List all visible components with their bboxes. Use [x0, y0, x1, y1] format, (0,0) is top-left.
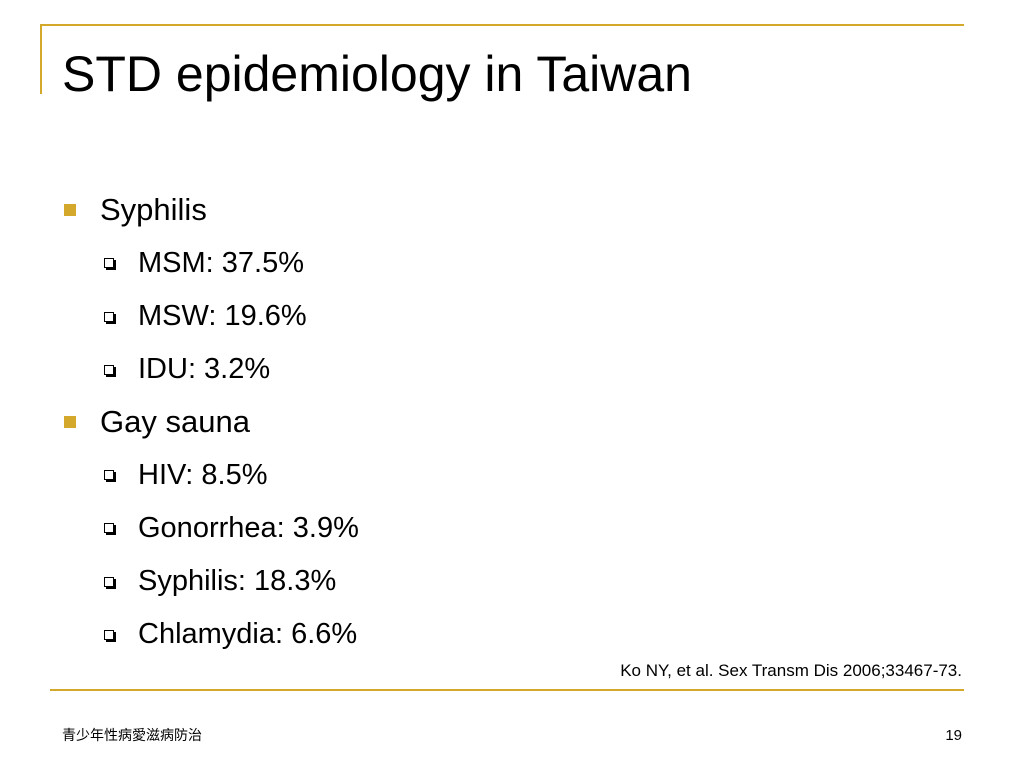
bullet-checkbox-icon [104, 577, 114, 587]
bullet-checkbox-icon [104, 630, 114, 640]
slide-title: STD epidemiology in Taiwan [62, 46, 692, 102]
list-item: IDU: 3.2% [138, 353, 271, 385]
section-heading-gay-sauna: Gay sauna [100, 404, 250, 439]
list-item: MSM: 37.5% [138, 247, 304, 279]
bullet-square-icon [64, 204, 76, 216]
section-heading-syphilis: Syphilis [100, 192, 207, 227]
title-frame-top-rule [40, 24, 964, 26]
bullet-checkbox-icon [104, 470, 114, 480]
footer-rule [50, 689, 964, 691]
list-item: MSW: 19.6% [138, 300, 307, 332]
bullet-checkbox-icon [104, 365, 114, 375]
page-number: 19 [945, 727, 962, 744]
list-item: HIV: 8.5% [138, 459, 268, 491]
bullet-square-icon [64, 416, 76, 428]
title-frame-left-rule [40, 24, 42, 94]
footer-title: 青少年性病愛滋病防治 [62, 728, 202, 744]
list-item: Syphilis: 18.3% [138, 565, 337, 597]
bullet-checkbox-icon [104, 523, 114, 533]
bullet-checkbox-icon [104, 312, 114, 322]
list-item: Gonorrhea: 3.9% [138, 512, 359, 544]
bullet-checkbox-icon [104, 258, 114, 268]
citation: Ko NY, et al. Sex Transm Dis 2006;33467-… [620, 661, 962, 680]
list-item: Chlamydia: 6.6% [138, 618, 358, 650]
